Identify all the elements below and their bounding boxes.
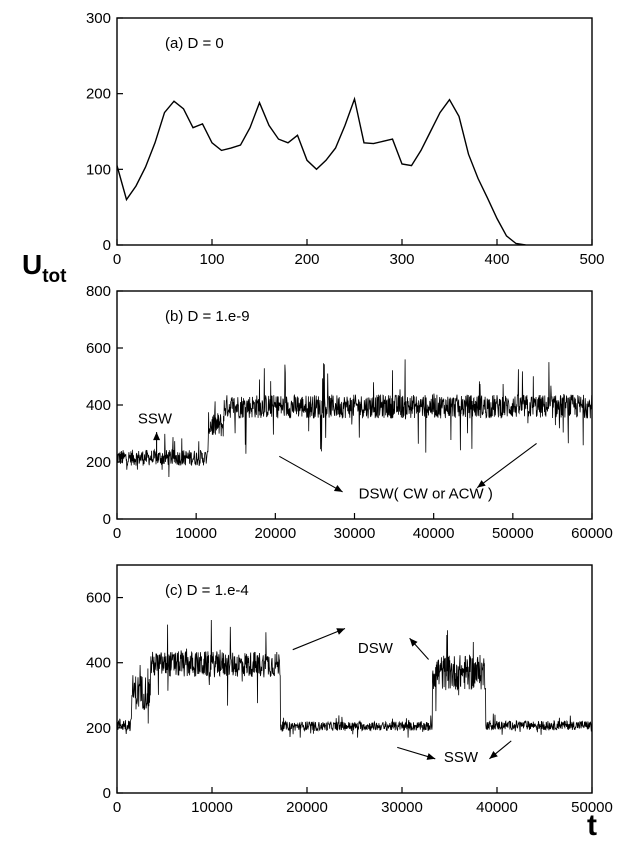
x-tick-label: 30000 xyxy=(334,525,376,542)
x-tick-label: 20000 xyxy=(286,799,328,816)
x-tick-label: 60000 xyxy=(571,525,613,542)
panel-b: 0 10000 20000 30000 40000 50000 60000 0 200 400 60… xyxy=(86,283,613,542)
annotation-label: DSW( CW or ACW ) xyxy=(359,485,493,502)
y-tick-label: 400 xyxy=(86,655,111,672)
plot-frame xyxy=(116,17,593,246)
annotation-arrow xyxy=(279,455,343,493)
x-tick-label: 50000 xyxy=(571,799,613,816)
arrow-head xyxy=(336,628,345,635)
plot-frame xyxy=(116,564,593,794)
x-tick-label: 10000 xyxy=(175,525,217,542)
x-tick-label: 200 xyxy=(294,251,319,268)
x-tick-label: 0 xyxy=(113,525,121,542)
x-tick-label: 0 xyxy=(113,799,121,816)
y-tick-label: 100 xyxy=(86,161,111,178)
panel-c: 0 10000 20000 30000 40000 50000 0 200 400 600 (c) … xyxy=(86,564,613,816)
data-line xyxy=(117,619,592,738)
y-tick-label: 400 xyxy=(86,397,111,414)
y-tick-label: 600 xyxy=(86,590,111,607)
x-tick-label: 30000 xyxy=(381,799,423,816)
x-tick-label: 20000 xyxy=(254,525,296,542)
arrow-head xyxy=(477,480,486,488)
y-tick-label: 200 xyxy=(86,720,111,737)
panel-label: (a) D = 0 xyxy=(165,35,224,52)
annotation-label: SSW xyxy=(138,411,173,428)
x-tick-label: 500 xyxy=(579,251,604,268)
arrow-head xyxy=(409,638,418,647)
x-axis-label: t xyxy=(587,809,597,842)
y-tick-label: 200 xyxy=(86,86,111,103)
y-tick-label: 300 xyxy=(86,10,111,27)
x-tick-label: 100 xyxy=(199,251,224,268)
arrow-head xyxy=(489,751,498,759)
y-tick-label: 0 xyxy=(103,511,111,528)
annotation-arrow xyxy=(292,628,346,651)
annotation-label: DSW xyxy=(358,640,394,657)
annotation-label: SSW xyxy=(444,749,479,766)
data-line xyxy=(117,96,526,245)
y-tick-label: 0 xyxy=(103,785,111,802)
annotation-arrow xyxy=(476,443,537,489)
x-tick-label: 40000 xyxy=(413,525,455,542)
y-tick-label: 800 xyxy=(86,283,111,300)
arrow-head xyxy=(333,484,343,492)
panel-label: (c) D = 1.e-4 xyxy=(165,582,249,599)
data-line xyxy=(117,359,592,478)
panel-a: 0 100 200 300 400 500 0 100 200 300 (a) D = 0 xyxy=(86,10,605,268)
y-tick-label: 0 xyxy=(103,237,111,254)
x-tick-label: 50000 xyxy=(492,525,534,542)
x-tick-label: 400 xyxy=(484,251,509,268)
panel-label: (b) D = 1.e-9 xyxy=(165,308,250,325)
arrow-head xyxy=(153,432,161,441)
arrow-head xyxy=(426,753,436,760)
x-tick-label: 10000 xyxy=(191,799,233,816)
x-tick-label: 40000 xyxy=(476,799,518,816)
x-tick-label: 300 xyxy=(389,251,414,268)
y-tick-label: 600 xyxy=(86,340,111,357)
y-axis-label: Utot xyxy=(22,249,67,287)
y-axis-label-subscript: tot xyxy=(42,266,67,287)
y-axis-label-main: U xyxy=(22,249,42,280)
y-tick-label: 200 xyxy=(86,454,111,471)
x-tick-label: 0 xyxy=(113,251,121,268)
